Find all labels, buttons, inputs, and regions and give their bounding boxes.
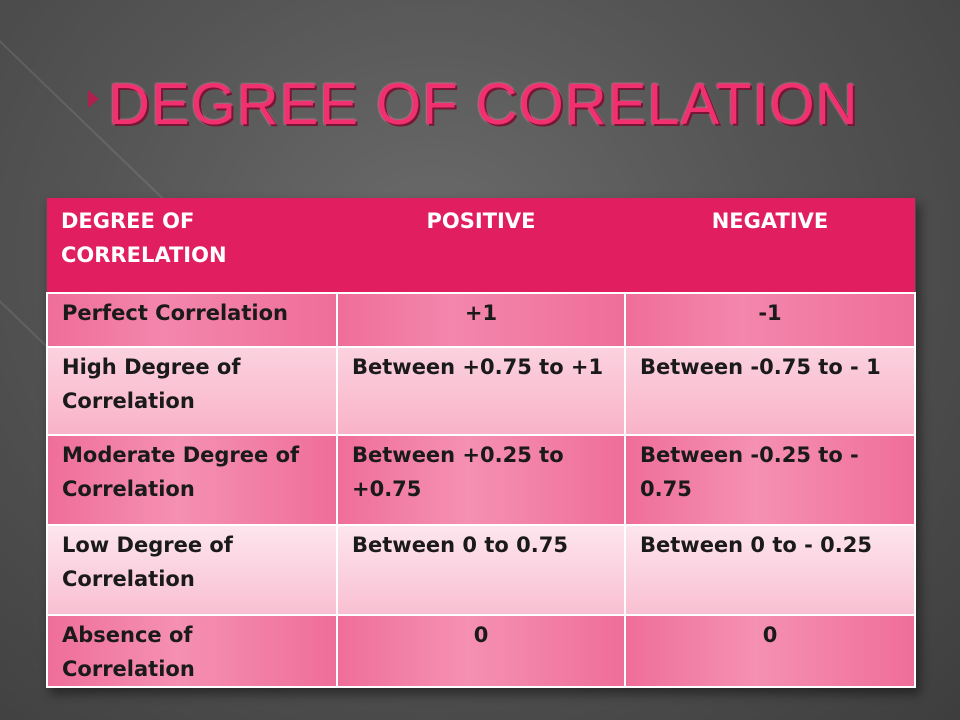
table-row: Perfect Correlation +1 -1 [46,292,916,348]
negative-value: 0 [624,614,916,688]
positive-value: Between +0.75 to +1 [336,346,626,436]
slide-title: DEGREE OF CORELATION [108,72,859,137]
row-label: Moderate Degree of Correlation [46,434,338,526]
negative-value: Between -0.75 to - 1 [624,346,916,436]
row-label: Perfect Correlation [46,292,338,348]
negative-value: Between -0.25 to - 0.75 [624,434,916,526]
header-degree: DEGREE OF CORRELATION [47,198,337,294]
header-positive: POSITIVE [337,198,625,294]
table-row: Low Degree of Correlation Between 0 to 0… [46,524,916,616]
table-row: Absence of Correlation 0 0 [46,614,916,688]
row-label: Absence of Correlation [46,614,338,688]
negative-value: -1 [624,292,916,348]
table-header-row: DEGREE OF CORRELATION POSITIVE NEGATIVE [47,198,915,294]
correlation-table: DEGREE OF CORRELATION POSITIVE NEGATIVE … [46,198,916,688]
table-row: Moderate Degree of Correlation Between +… [46,434,916,526]
negative-value: Between 0 to - 0.25 [624,524,916,616]
positive-value: Between +0.25 to +0.75 [336,434,626,526]
title-bullet-icon [88,90,99,108]
header-negative: NEGATIVE [625,198,915,294]
row-label: High Degree of Correlation [46,346,338,436]
positive-value: +1 [336,292,626,348]
table-row: High Degree of Correlation Between +0.75… [46,346,916,436]
row-label: Low Degree of Correlation [46,524,338,616]
positive-value: 0 [336,614,626,688]
positive-value: Between 0 to 0.75 [336,524,626,616]
